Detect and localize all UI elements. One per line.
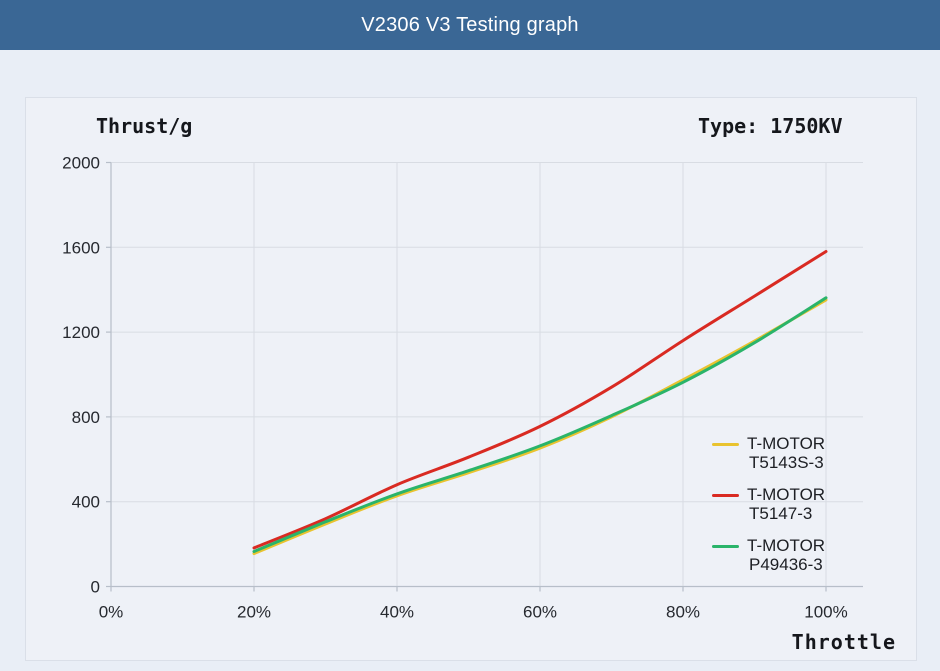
y-tick-label: 1200 [62, 323, 100, 342]
x-tick-label: 100% [804, 603, 847, 622]
x-axis-title: Throttle [791, 630, 896, 654]
y-tick-label: 2000 [62, 154, 100, 173]
y-tick-label: 1600 [62, 238, 100, 257]
page-title: V2306 V3 Testing graph [361, 13, 579, 36]
legend-line-swatch-green [712, 545, 739, 548]
x-tick-label: 80% [666, 603, 700, 622]
y-tick-label: 800 [72, 408, 100, 427]
motor-type-label: Type: 1750KV [698, 114, 843, 138]
series-line-T-MOTOR-T5147-3 [252, 250, 828, 550]
legend-label-line1: T-MOTOR [747, 434, 826, 453]
series-line-T-MOTOR-T5143S-3 [252, 298, 828, 556]
legend-label-line2: T5143S-3 [749, 453, 824, 472]
legend-item: T-MOTOR T5143S-3 [712, 434, 825, 472]
legend-label: T-MOTOR P49436-3 [747, 536, 825, 574]
x-tick-label: 40% [380, 603, 414, 622]
legend-line-swatch-red [712, 494, 739, 497]
x-tick-label: 20% [237, 603, 271, 622]
legend-item: T-MOTOR T5147-3 [712, 485, 825, 523]
legend-label-line1: T-MOTOR [747, 536, 826, 555]
legend-label-line2: T5147-3 [749, 504, 813, 523]
chart-plot: 0 400 800 1200 1600 2000 0% 20% 40% 60% 80% 100% [62, 154, 863, 622]
y-axis-title: Thrust/g [96, 114, 193, 138]
chart-card: 0 400 800 1200 1600 2000 0% 20% 40% 60% 80% 100% Th… [25, 97, 917, 661]
y-tick-label: 0 [91, 578, 100, 597]
y-tick-label: 400 [72, 493, 100, 512]
legend-label: T-MOTOR T5147-3 [747, 485, 825, 523]
header-bar: V2306 V3 Testing graph [0, 0, 940, 50]
series-line-T-MOTOR-P49436-3 [252, 296, 828, 553]
legend-label-line2: P49436-3 [749, 555, 823, 574]
legend-line-swatch-yellow [712, 443, 739, 446]
legend-item: T-MOTOR P49436-3 [712, 536, 825, 574]
legend-label: T-MOTOR T5143S-3 [747, 434, 825, 472]
x-tick-label: 0% [99, 603, 124, 622]
chart-legend: T-MOTOR T5143S-3 T-MOTOR T5147-3 T-MOTOR… [712, 434, 825, 587]
x-tick-label: 60% [523, 603, 557, 622]
legend-label-line1: T-MOTOR [747, 485, 826, 504]
